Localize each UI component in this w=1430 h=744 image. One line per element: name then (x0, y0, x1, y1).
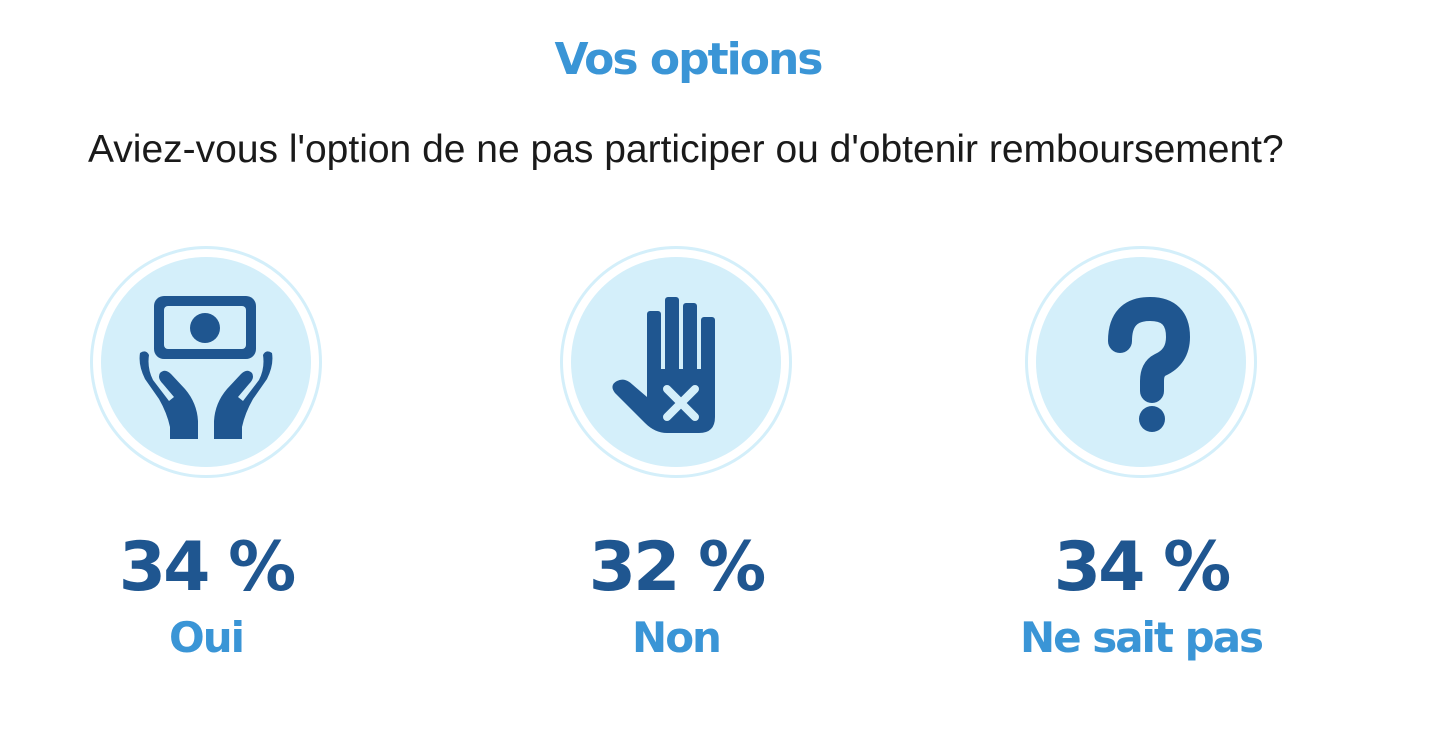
option-label: Oui (168, 613, 245, 662)
survey-question: Aviez-vous l'option de ne pas participer… (88, 128, 1284, 171)
option-oui: 34 % Oui (55, 246, 355, 686)
hand-x-icon (612, 297, 715, 433)
option-non: 32 % Non (525, 246, 825, 686)
option-ne-sait-pas: 34 % Ne sait pas (990, 246, 1290, 686)
percent-value: 34 % (1053, 528, 1231, 607)
icon-circle (1025, 246, 1257, 478)
option-label: Ne sait pas (1019, 613, 1264, 662)
percent-value: 34 % (118, 528, 296, 607)
option-label: Non (632, 613, 722, 662)
page-title: Vos options (554, 34, 824, 85)
percent-value: 32 % (588, 528, 766, 607)
icon-circle (90, 246, 322, 478)
money-hands-icon (139, 296, 273, 439)
question-mark-icon (1108, 297, 1190, 432)
icon-circle (560, 246, 792, 478)
